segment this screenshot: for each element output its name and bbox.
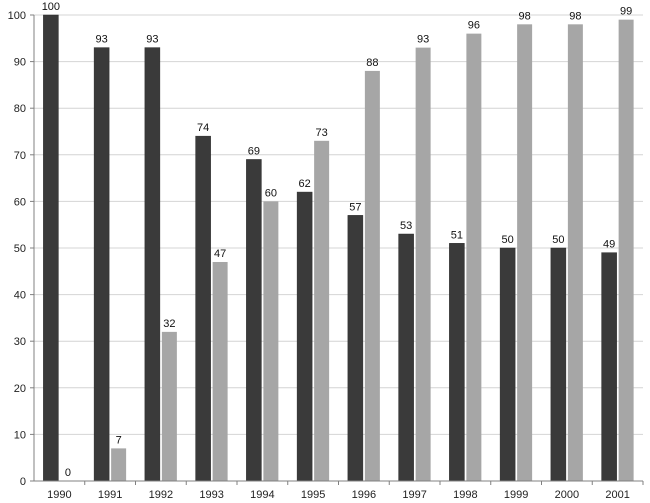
bar-series2-1993	[212, 261, 228, 481]
data-label-series1-1995: 62	[299, 178, 311, 190]
bar-series1-1999	[499, 247, 516, 482]
y-tick-label: 100	[8, 10, 26, 22]
data-label-series2-1991: 7	[116, 434, 122, 446]
y-tick-label: 60	[14, 196, 26, 208]
data-label-series2-1998: 96	[468, 20, 480, 32]
data-label-series2-1993: 47	[214, 248, 226, 260]
data-label-series2-1995: 73	[316, 127, 328, 139]
data-label-series2-2001: 99	[620, 6, 632, 18]
x-tick-label-1992: 1992	[149, 489, 173, 501]
y-tick-label: 30	[14, 336, 26, 348]
bar-series1-1995	[296, 191, 313, 482]
bar-series2-1994	[263, 201, 279, 481]
x-tick-label-1996: 1996	[352, 489, 376, 501]
y-tick-label: 20	[14, 383, 26, 395]
data-label-series2-1999: 98	[519, 10, 531, 22]
x-tick-label-1998: 1998	[453, 489, 477, 501]
data-label-series1-1993: 74	[197, 122, 209, 134]
bar-series1-1992	[144, 47, 161, 482]
bar-series1-1994	[246, 159, 262, 482]
gridlines	[30, 14, 643, 482]
x-tick-label-1993: 1993	[199, 489, 223, 501]
x-tick-label-1991: 1991	[98, 489, 122, 501]
y-axis-tick-labels: 0 10 20 30 40 50 60 70 80 90 100	[8, 10, 26, 488]
bar-series1-2000	[550, 247, 567, 482]
bar-series1-1996	[347, 215, 364, 482]
x-tick-label-1995: 1995	[301, 489, 325, 501]
data-label-series2-2000: 98	[569, 10, 581, 22]
data-label-series1-2001: 49	[603, 239, 615, 251]
bar-series1-1998	[449, 243, 465, 482]
data-label-series2-1992: 32	[163, 318, 175, 330]
bar-series1-1997	[398, 233, 414, 482]
bar-series2-2000	[567, 24, 583, 481]
bar-series1-1991	[93, 47, 110, 482]
x-tick-label-1999: 1999	[504, 489, 528, 501]
y-tick-label: 50	[14, 243, 26, 255]
bar-series1-1993	[195, 135, 211, 482]
data-label-series2-1994: 60	[265, 187, 277, 199]
data-label-series1-1996: 57	[349, 201, 361, 213]
y-tick-label: 70	[14, 150, 26, 162]
data-label-series2-1996: 88	[366, 57, 378, 69]
bar-series2-1991	[111, 448, 127, 481]
bars	[43, 14, 634, 482]
bar-series2-2001	[618, 19, 634, 481]
y-tick-label: 10	[14, 429, 26, 441]
data-label-series1-1991: 93	[96, 34, 108, 46]
bar-series2-1997	[415, 47, 431, 482]
data-label-series1-1999: 50	[502, 234, 514, 246]
bar-series2-1998	[466, 33, 482, 481]
x-tick-label-1997: 1997	[402, 489, 426, 501]
data-label-series1-1990: 100	[42, 1, 60, 13]
bar-series1-1990	[43, 14, 59, 482]
x-axis-tick-labels: 1990 1991 1992 1993 1994 1995 1996 1997 1998 1999…	[47, 481, 644, 501]
data-labels: 100 0 93 7 93 32 74 47 69 60 62 73 57 88 53 93 51 96 50 98 5…	[42, 1, 633, 479]
y-tick-label: 90	[14, 57, 26, 69]
x-tick-label-2000: 2000	[555, 489, 579, 501]
data-label-series1-1998: 51	[451, 229, 463, 241]
data-label-series2-1997: 93	[417, 34, 429, 46]
x-tick-label-2001: 2001	[605, 489, 629, 501]
data-label-series1-2000: 50	[552, 234, 564, 246]
bar-series2-1999	[517, 24, 533, 481]
data-label-series1-1997: 53	[400, 220, 412, 232]
data-label-series1-1992: 93	[146, 34, 158, 46]
data-label-series2-1990: 0	[65, 467, 71, 479]
y-tick-label: 80	[14, 103, 26, 115]
y-tick-label: 0	[20, 476, 26, 488]
bar-series2-1996	[364, 70, 380, 482]
x-tick-label-1990: 1990	[47, 489, 71, 501]
bar-series2-1995	[314, 140, 330, 481]
bar-series2-1992	[161, 331, 177, 481]
bar-series1-2001	[601, 252, 617, 482]
data-label-series1-1994: 69	[248, 145, 260, 157]
x-tick-label-1994: 1994	[250, 489, 274, 501]
y-tick-label: 40	[14, 290, 26, 302]
